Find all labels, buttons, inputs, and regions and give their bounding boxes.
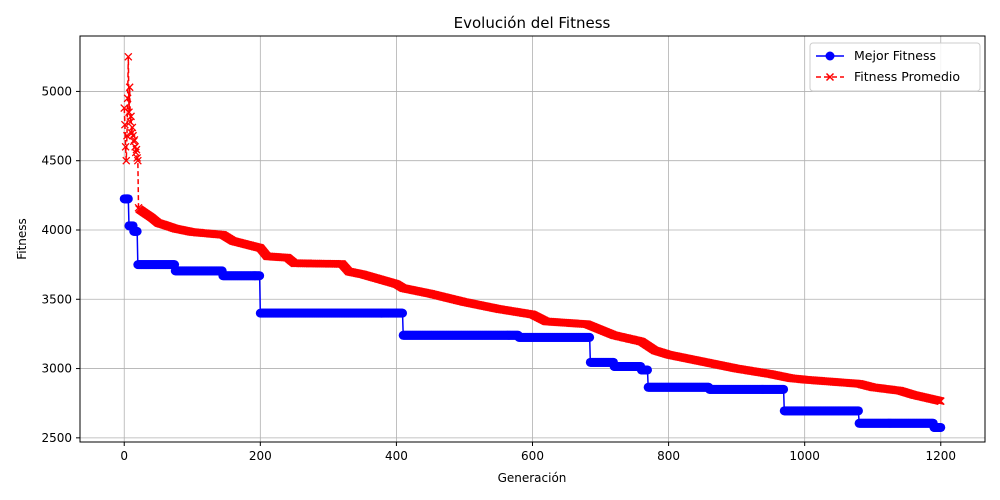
x-tick-label: 400	[385, 449, 408, 463]
x-axis-label: Generación	[498, 471, 567, 485]
average-fitness-point	[120, 120, 129, 129]
average-fitness-point	[130, 135, 139, 144]
x-tick-label: 600	[521, 449, 544, 463]
average-fitness-point	[132, 145, 141, 154]
average-fitness-point	[125, 108, 133, 117]
y-tick-label: 3500	[41, 292, 72, 306]
average-fitness-point	[128, 123, 137, 132]
y-tick-label: 5000	[41, 84, 72, 98]
best-fitness-point	[398, 308, 408, 318]
average-fitness-point	[123, 94, 132, 103]
best-fitness-point	[936, 422, 946, 432]
legend-box	[809, 42, 981, 92]
legend: Mejor Fitness Fitness Promedio	[809, 42, 981, 92]
ticks: 0 200 400 600 800 1000 1200 2500 3000 3500 4000 450…	[41, 84, 956, 463]
series-best-fitness	[119, 194, 946, 432]
best-fitness-point	[255, 271, 265, 281]
average-fitness-point	[122, 131, 131, 140]
legend-label-avg: Fitness Promedio	[854, 69, 960, 84]
average-fitness-point	[127, 112, 135, 121]
average-fitness-point	[122, 156, 131, 165]
average-fitness-point	[125, 83, 134, 92]
y-tick-label: 3000	[41, 362, 72, 376]
x-tick-label: 1200	[925, 449, 956, 463]
best-fitness-point	[853, 406, 863, 416]
y-tick-label: 4000	[41, 223, 72, 237]
average-fitness-point	[133, 153, 142, 162]
best-fitness-point	[585, 332, 595, 342]
best-fitness-point	[779, 384, 789, 394]
average-fitness-point	[133, 156, 142, 165]
plot-area	[119, 52, 946, 432]
legend-label-best: Mejor Fitness	[854, 48, 936, 63]
y-tick-label: 4500	[41, 154, 72, 168]
average-fitness-point	[936, 397, 945, 406]
average-fitness-point	[124, 52, 133, 61]
x-tick-label: 800	[657, 449, 680, 463]
chart-title: Evolución del Fitness	[454, 14, 611, 32]
x-tick-label: 0	[120, 449, 128, 463]
y-tick-label: 2500	[41, 431, 72, 445]
best-fitness-point	[132, 226, 142, 236]
best-fitness-point	[123, 194, 133, 204]
y-axis-label: Fitness	[15, 218, 29, 260]
x-tick-label: 1000	[789, 449, 820, 463]
x-tick-label: 200	[249, 449, 272, 463]
legend-marker-best	[825, 51, 835, 61]
best-fitness-point	[643, 365, 652, 375]
average-fitness-point	[121, 142, 130, 151]
legend-marker-avg	[825, 72, 835, 82]
series-average-fitness	[120, 52, 945, 406]
